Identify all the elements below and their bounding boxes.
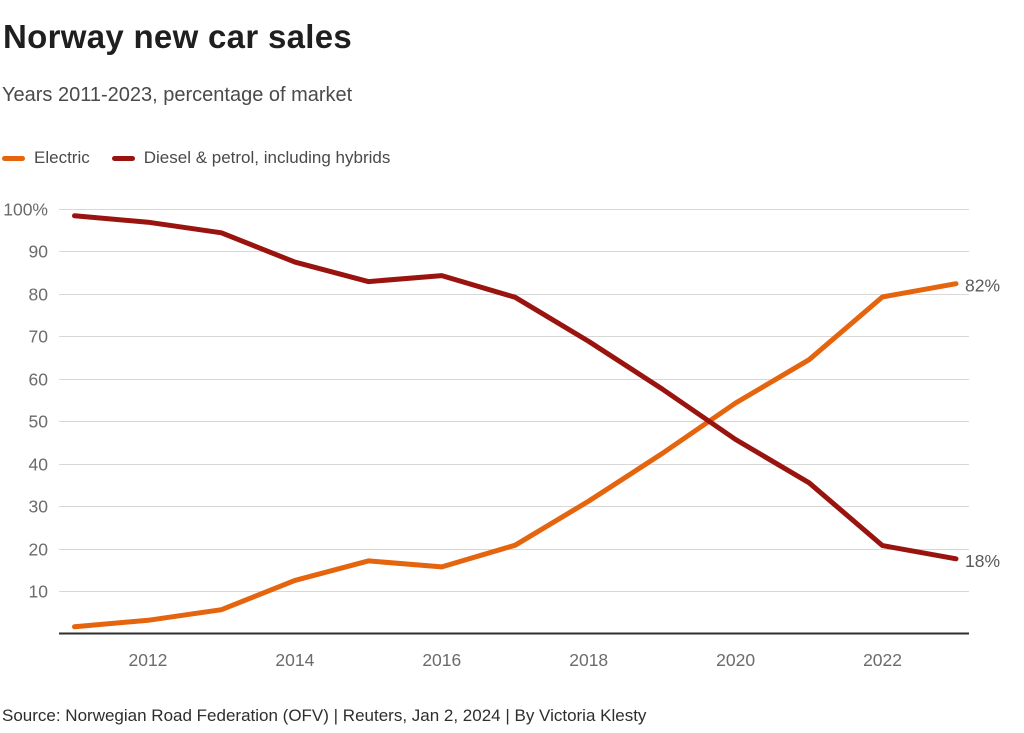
legend-label-electric: Electric: [34, 148, 90, 167]
legend-label-diesel-petrol: Diesel & petrol, including hybrids: [143, 148, 391, 167]
y-axis-tick-label: 100%: [3, 200, 48, 220]
x-axis-tick-label: 2014: [275, 650, 314, 670]
x-axis-tick-label: 2012: [128, 650, 167, 670]
legend-item-electric: Electric: [2, 148, 90, 168]
x-axis-tick-label: 2016: [422, 650, 461, 670]
source-attribution: Source: Norwegian Road Federation (OFV) …: [2, 706, 647, 725]
diesel-petrol-line-swatch-icon: [111, 155, 135, 161]
chart-subtitle: Years 2011-2023, percentage of market: [2, 84, 353, 106]
x-axis-tick-label: 2022: [863, 650, 902, 670]
x-axis-tick-label: 2020: [716, 650, 755, 670]
series-end-value-label: 82%: [965, 276, 1000, 296]
electric-line-swatch-icon: [2, 155, 25, 161]
y-axis-tick-label: 60: [29, 370, 49, 390]
y-axis-tick-label: 90: [29, 242, 49, 262]
y-axis-tick-label: 50: [29, 412, 49, 432]
y-axis-tick-label: 20: [29, 540, 49, 560]
chart-title: Norway new car sales: [3, 18, 353, 55]
y-axis-tick-label: 10: [29, 582, 49, 602]
legend: Electric Diesel & petrol, including hybr…: [2, 148, 390, 168]
legend-item-diesel-petrol: Diesel & petrol, including hybrids: [111, 148, 391, 168]
y-axis-tick-label: 70: [29, 327, 49, 347]
x-axis-tick-label: 2018: [569, 650, 608, 670]
series-line-diesel: [72, 213, 959, 562]
series-line-electric: [72, 281, 959, 630]
series-end-value-label: 18%: [965, 551, 1000, 571]
y-axis-tick-label: 30: [29, 497, 49, 517]
y-axis-tick-label: 80: [29, 285, 49, 305]
y-axis-tick-label: 40: [29, 455, 49, 475]
